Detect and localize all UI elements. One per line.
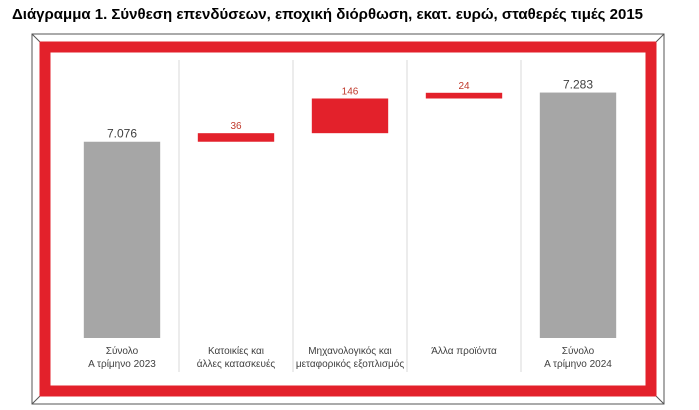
category-label: Σύνολο (106, 345, 139, 357)
category-label: Σύνολο (562, 345, 595, 357)
category-separators (178, 60, 522, 372)
category-label: άλλες κατασκευές (197, 358, 276, 370)
category-label: Α τρίμηνο 2023 (88, 358, 156, 370)
value-label: 36 (230, 121, 242, 132)
change-bar (311, 98, 389, 134)
red-border (39, 41, 657, 397)
category-label: μεταφορικός εξοπλισμός (296, 358, 405, 370)
total-bar (539, 92, 617, 338)
change-bar (425, 92, 503, 99)
bars-group (83, 92, 617, 338)
total-bar (83, 141, 161, 338)
value-label: 146 (342, 86, 359, 97)
value-label: 7.076 (107, 127, 137, 141)
category-label: Κατοικίες και (208, 345, 264, 357)
category-label: Μηχανολογικός και (308, 345, 392, 357)
change-bar (197, 133, 275, 142)
value-label: 7.283 (563, 78, 593, 92)
category-label: Α τρίμηνο 2024 (544, 358, 612, 370)
value-labels-group: 7.076 36 146 24 7.283 (107, 78, 593, 141)
value-label: 24 (458, 81, 470, 92)
figure-title: Διάγραμμα 1. Σύνθεση επενδύσεων, εποχική… (12, 6, 644, 23)
category-label: Άλλα προϊόντα (431, 345, 497, 357)
